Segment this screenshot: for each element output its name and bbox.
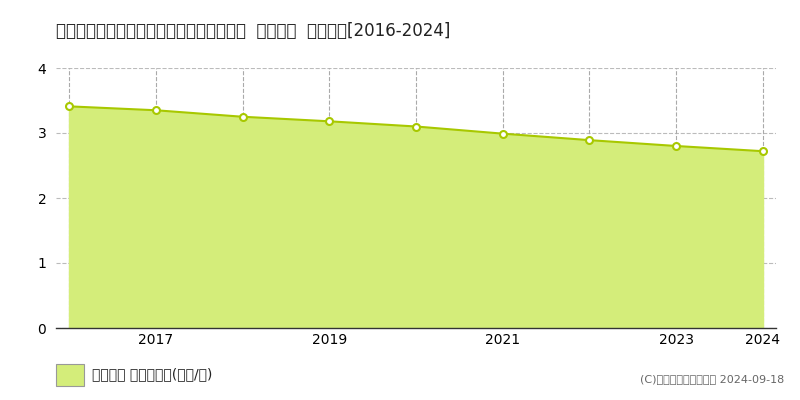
Text: 奈良県吉野郡東吉野村大字木津１６１番１  基準地価  地価推移[2016-2024]: 奈良県吉野郡東吉野村大字木津１６１番１ 基準地価 地価推移[2016-2024]	[56, 22, 450, 40]
Text: (C)土地価格ドットコム 2024-09-18: (C)土地価格ドットコム 2024-09-18	[640, 374, 784, 384]
Text: 基準地価 平均坪単価(万円/坪): 基準地価 平均坪単価(万円/坪)	[92, 367, 212, 381]
